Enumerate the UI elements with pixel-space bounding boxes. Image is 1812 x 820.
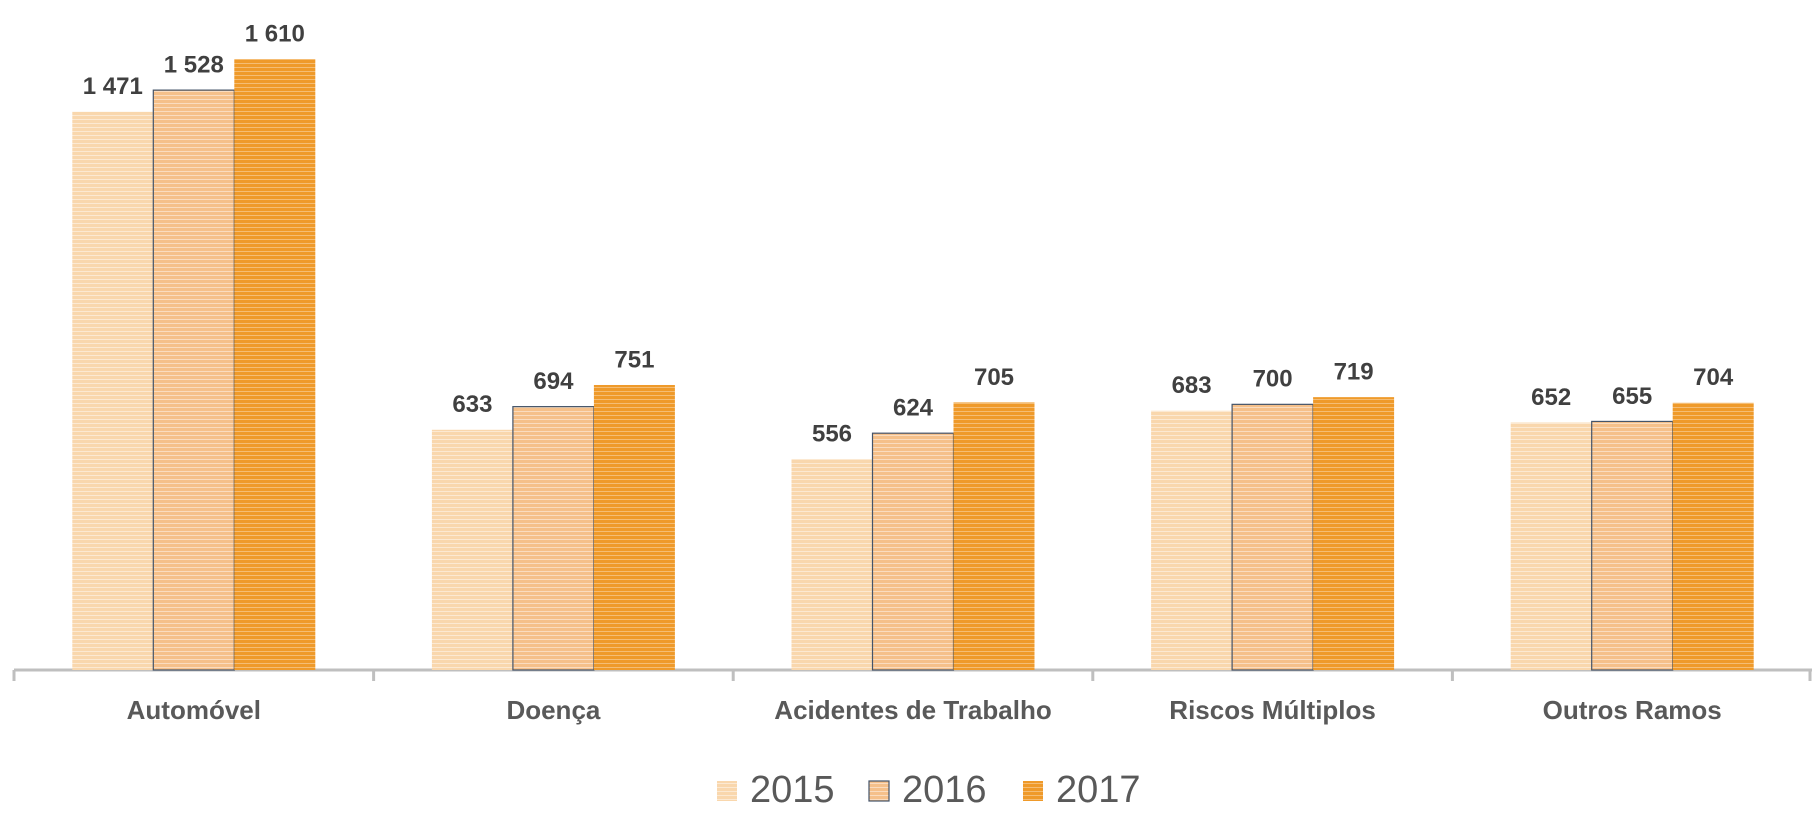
data-label: 652 — [1531, 384, 1571, 411]
bar — [1231, 403, 1314, 671]
data-label: 655 — [1612, 383, 1652, 410]
data-label: 705 — [974, 364, 1014, 391]
bar — [512, 406, 595, 671]
bar — [1151, 410, 1233, 670]
bar — [152, 89, 235, 671]
bar — [1591, 420, 1674, 671]
data-label: 1 610 — [245, 20, 305, 47]
bar — [791, 458, 873, 670]
bar — [593, 384, 675, 670]
data-label: 719 — [1334, 358, 1374, 385]
data-label: 694 — [533, 368, 574, 395]
x-tick-label: Doença — [506, 695, 600, 725]
legend-label: 2016 — [902, 769, 987, 811]
x-tick-label: Acidentes de Trabalho — [774, 695, 1051, 725]
data-label: 704 — [1693, 364, 1734, 391]
data-label: 633 — [452, 391, 492, 418]
bar — [1510, 422, 1592, 670]
bar — [1313, 397, 1395, 670]
legend-swatch — [868, 780, 890, 802]
x-tick-label: Automóvel — [127, 695, 261, 725]
x-tick-label: Riscos Múltiplos — [1169, 695, 1376, 725]
data-label: 1 528 — [164, 51, 224, 78]
data-label: 700 — [1253, 366, 1293, 393]
data-label: 751 — [614, 346, 654, 373]
legend-swatch — [717, 781, 737, 801]
bar — [431, 429, 513, 670]
legend-label: 2017 — [1056, 769, 1141, 811]
bar — [953, 402, 1035, 670]
legend-swatch — [1023, 781, 1043, 801]
bar — [72, 111, 154, 671]
data-label: 624 — [893, 395, 934, 422]
data-label: 683 — [1172, 372, 1212, 399]
bar — [871, 432, 955, 671]
bar — [1672, 402, 1754, 670]
bar — [234, 59, 316, 670]
x-tick-label: Outros Ramos — [1543, 695, 1722, 725]
data-label: 1 471 — [83, 73, 143, 100]
data-label: 556 — [812, 420, 852, 447]
legend-label: 2015 — [750, 769, 835, 811]
